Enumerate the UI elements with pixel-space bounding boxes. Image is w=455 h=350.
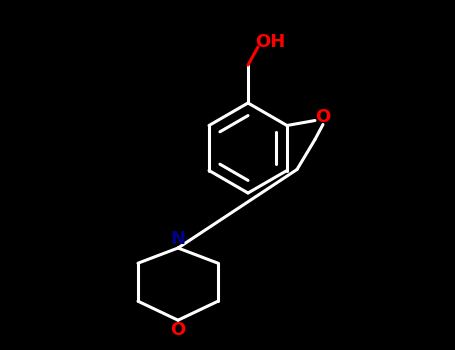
Text: O: O <box>170 321 186 339</box>
Text: O: O <box>315 108 331 126</box>
Text: OH: OH <box>255 33 285 51</box>
Text: N: N <box>171 230 186 248</box>
